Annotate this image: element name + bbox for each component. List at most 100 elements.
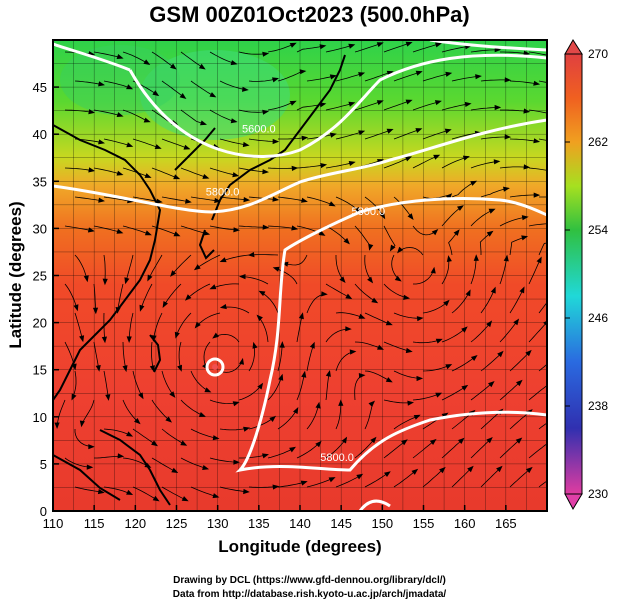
x-axis-label: Longitude (degrees): [218, 537, 381, 556]
streamline-arrow: [262, 51, 270, 57]
streamline-arrow: [446, 255, 452, 262]
streamline-arrow: [405, 99, 413, 105]
streamline-arrow: [486, 437, 493, 444]
streamline-arrow: [349, 349, 357, 355]
y-tick-label: 30: [33, 221, 47, 236]
y-tick-label: 20: [33, 316, 47, 331]
streamline-arrow: [444, 128, 452, 134]
streamline-arrow: [319, 44, 327, 50]
streamline-arrow: [341, 436, 348, 444]
y-tick-label: 10: [33, 410, 47, 425]
streamline-arrow: [405, 347, 413, 354]
streamline: [528, 167, 547, 171]
streamline-arrow: [71, 393, 77, 401]
streamline-arrow: [457, 437, 465, 444]
streamline: [528, 384, 547, 401]
streamline: [528, 51, 547, 56]
streamline-arrow: [247, 252, 255, 258]
streamline-arrow: [262, 109, 269, 115]
x-tick-label: 110: [43, 516, 64, 531]
streamline-arrow: [494, 47, 502, 53]
streamline-arrow: [519, 286, 525, 294]
streamline: [538, 80, 547, 83]
contours-5600: [53, 40, 547, 158]
x-tick-label: 160: [454, 516, 476, 531]
x-tick-label: 150: [371, 516, 393, 531]
streamline-arrow: [397, 246, 404, 254]
streamline-arrow: [212, 332, 219, 339]
streamline-arrow: [183, 144, 191, 150]
streamline-arrow: [126, 489, 134, 495]
colorbar-tick-label: 270: [588, 47, 608, 61]
streamline-arrow: [143, 59, 151, 65]
streamline-arrow: [376, 100, 384, 106]
streamline-arrow: [516, 379, 523, 387]
streamline-arrow: [88, 444, 95, 450]
streamline-arrow: [95, 365, 101, 372]
streamline-arrow: [416, 316, 424, 322]
colorbar-ticks: 230 238 246 254 262 270: [565, 47, 608, 501]
streamline-arrow: [435, 338, 443, 344]
y-tick-label: 35: [33, 174, 47, 189]
streamline-arrow: [405, 156, 412, 162]
streamline-arrow: [169, 391, 176, 398]
streamline-arrow: [198, 63, 206, 70]
streamline-arrow: [101, 336, 107, 344]
streamline-arrow: [272, 266, 280, 272]
streamline-arrow: [79, 335, 85, 343]
streamline-arrow: [488, 381, 495, 388]
y-tick-label: 45: [33, 80, 47, 95]
x-axis-ticks: 110 115 120 125 130 135 140 145 150 155 160 165: [43, 505, 517, 531]
streamline-arrow: [358, 313, 366, 319]
streamline-arrow: [79, 420, 85, 428]
streamline-arrow: [86, 464, 94, 470]
streamline: [528, 443, 547, 459]
streamline-arrow: [139, 304, 145, 312]
x-tick-label: 115: [84, 516, 105, 531]
colorbar-tick-label: 254: [588, 223, 608, 237]
streamline: [538, 363, 547, 372]
streamline-arrow: [367, 276, 374, 284]
streamline-arrow: [147, 274, 153, 282]
streamline-arrow: [92, 307, 99, 315]
streamline-arrow: [194, 321, 201, 329]
streamline-arrow: [325, 370, 331, 377]
streamline-arrow: [415, 70, 423, 76]
streamline-arrow: [338, 399, 344, 406]
streamline-arrow: [486, 230, 494, 237]
streamline: [539, 196, 547, 198]
streamline-arrow: [315, 440, 322, 448]
streamline-arrow: [214, 197, 221, 204]
streamline-arrow: [401, 439, 408, 446]
streamline-arrow: [144, 173, 152, 178]
streamline-arrow: [552, 54, 559, 59]
streamline-arrow: [242, 86, 249, 92]
streamline-arrow: [384, 471, 391, 477]
streamline-arrow: [521, 215, 529, 221]
streamline-arrow: [348, 101, 356, 107]
streamline-arrow: [289, 42, 297, 48]
streamline-arrow: [329, 74, 337, 80]
streamline-arrow: [555, 240, 562, 245]
streamline-arrow: [152, 90, 160, 97]
streamline-arrow: [525, 349, 532, 357]
streamline: [538, 242, 547, 256]
streamline-arrow: [371, 297, 379, 304]
streamline-arrow: [162, 301, 168, 308]
streamline-arrow: [116, 112, 124, 117]
streamline-arrow: [272, 196, 280, 202]
streamline-arrow: [243, 426, 251, 432]
streamline-arrow: [289, 446, 296, 453]
streamline-arrow: [376, 42, 384, 48]
streamline-arrow: [262, 453, 269, 459]
streamline-arrow: [102, 278, 108, 286]
streamline-arrow: [165, 416, 172, 423]
streamline-arrow: [179, 93, 187, 99]
streamline-arrow: [339, 276, 346, 283]
streamline-arrow: [73, 304, 79, 312]
colorbar: 230 238 246 254 262 270: [564, 39, 608, 511]
streamline-arrow: [232, 172, 240, 178]
contour-label: 5800.0: [320, 452, 354, 464]
streamline-arrow: [429, 438, 437, 445]
streamline-arrow: [88, 167, 96, 173]
